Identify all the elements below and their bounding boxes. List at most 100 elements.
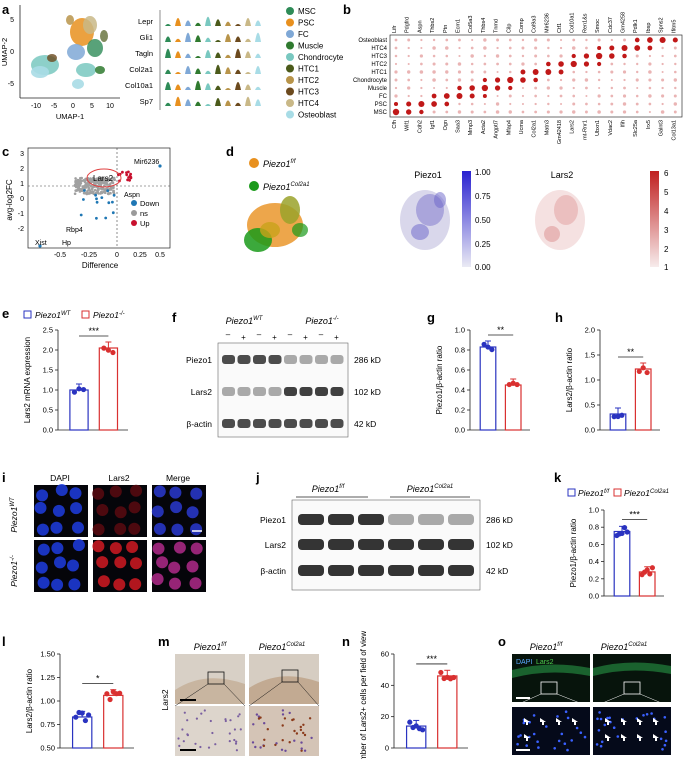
dotplot-dot (456, 93, 463, 99)
dotplot-bottom-gene: Mfap4 (506, 120, 512, 135)
k-legend-swatch-ff (567, 488, 576, 497)
violin (225, 34, 231, 42)
dotplot-dot (546, 78, 550, 82)
dotplot-dot (407, 38, 411, 42)
dotplot-dot (393, 101, 399, 107)
cell (109, 485, 122, 498)
cell (36, 523, 49, 536)
dotplot-dot (610, 110, 614, 114)
c-ytick: 1 (20, 181, 24, 188)
nucleus (606, 716, 609, 720)
arrow-icon (605, 718, 611, 725)
dotplot-dot (482, 94, 487, 98)
dotplot-dot (483, 54, 487, 58)
stained-cell (299, 725, 302, 729)
stained-cell (288, 711, 291, 715)
dotplot-dot (494, 85, 501, 91)
dotplot-dot (432, 46, 436, 50)
dotplot-dot (483, 46, 487, 50)
bar (634, 368, 652, 431)
panel-k: k Piezo1f/f Piezo1Col2a1 1.0 0.8 0.6 0.4 0.2… (554, 470, 669, 601)
dotplot-bottom-gene: Col2a1 (532, 120, 538, 137)
dotplot-dot (496, 95, 499, 97)
data-point (481, 341, 487, 347)
dotplot-dot (647, 37, 653, 43)
arrow-icon (540, 718, 546, 725)
volcano-point (88, 183, 91, 186)
dotplot-top-gene: Col5a3 (468, 16, 474, 33)
dotplot-dot (572, 102, 576, 106)
dotplot-dot (521, 62, 525, 66)
panel-l: l 1.50 1.25 1.00 0.75 0.50 Lars2/β-actin rati… (2, 634, 134, 753)
cell (151, 573, 164, 586)
cell (109, 542, 122, 555)
dotplot-dot (508, 62, 512, 66)
cell (169, 577, 181, 590)
c-xtick: 0.25 (133, 252, 147, 259)
group-umap (244, 196, 308, 252)
dotplot-dot (636, 62, 639, 66)
arrow-icon (605, 734, 611, 741)
umap-ytick: 0 (10, 49, 14, 56)
violin (235, 102, 241, 106)
cell (170, 501, 183, 514)
nucleus (556, 715, 559, 718)
data-point (647, 571, 653, 577)
dotplot-dot (521, 46, 525, 50)
y-tick-label: 0.0 (589, 592, 599, 601)
dotplot-bottom-gene: Ubxn1 (595, 120, 601, 136)
dotplot-dot (508, 54, 512, 58)
feature-title-lars2: Lars2 (551, 170, 574, 180)
volcano-point (90, 178, 94, 182)
dotplot-bottom-gene: Col13a1 (671, 120, 677, 141)
dotplot-dot (558, 69, 564, 75)
violin (245, 96, 251, 106)
m-group-col2a1: Piezo1Col2a1 (259, 642, 306, 652)
dotplot-dot (559, 94, 563, 98)
dotplot-dot (622, 110, 627, 114)
stained-cell (263, 738, 266, 741)
treatment-sign: – (226, 330, 231, 339)
dotplot-dot (546, 61, 551, 67)
dotplot-dot (521, 86, 524, 90)
dotplot-dot (597, 46, 602, 50)
stained-cell (302, 731, 305, 735)
data-point (104, 691, 110, 697)
dotplot-dot (572, 110, 576, 114)
c-ytick: 3 (20, 151, 24, 158)
m-group-ff: Piezo1f/f (194, 642, 228, 652)
data-point (619, 412, 625, 418)
dotplot-dot (470, 110, 474, 114)
volcano-point (80, 179, 83, 183)
dotplot-dot (621, 45, 628, 51)
dotplot-dot (635, 54, 639, 58)
cell (130, 557, 142, 570)
blot-band (448, 539, 474, 550)
stained-cell (300, 747, 303, 750)
dotplot-top-gene: Ptn (443, 25, 449, 33)
blot-band (418, 539, 444, 550)
dotplot-dot (457, 78, 462, 82)
data-point (79, 710, 85, 716)
violin (245, 72, 251, 74)
blot-row-label: Piezo1 (260, 515, 286, 525)
cell (72, 521, 84, 534)
stained-cell (274, 743, 277, 747)
cb1-tick: 0.25 (475, 240, 491, 249)
f-group-ko: Piezo1-/- (305, 316, 338, 326)
legend-dot (286, 41, 294, 50)
violin (215, 40, 221, 42)
cell (92, 523, 105, 536)
cell (190, 523, 203, 536)
blot-band (299, 355, 313, 364)
volcano-point (107, 192, 110, 195)
violin (195, 35, 201, 42)
volcano-point (82, 191, 86, 195)
stained-cell (262, 744, 266, 748)
dotplot-bottom-gene: Slc25a (633, 119, 639, 137)
umap-clusters (31, 15, 108, 89)
data-point (107, 696, 113, 703)
k-legend-swatch-col2a1 (613, 488, 622, 497)
dotplot-dot (508, 94, 512, 98)
